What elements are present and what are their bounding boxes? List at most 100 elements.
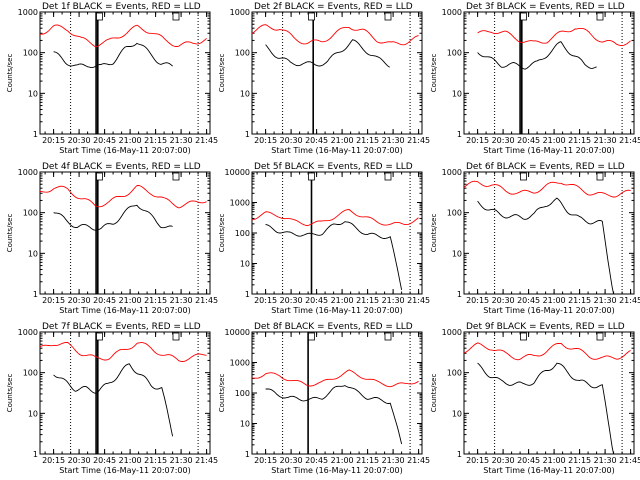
panel-5: Det 5f BLACK = Events, RED = LLD Counts/s… xyxy=(218,162,430,315)
plot-frame xyxy=(463,331,635,455)
y-tick-label: 10 xyxy=(240,420,250,429)
lld-series-line xyxy=(251,24,419,46)
y-tick-label: 1000 xyxy=(230,8,250,17)
y-axis-label: Counts/sec xyxy=(218,54,226,93)
y-tick-label: 1 xyxy=(33,290,38,299)
x-tick-label: 20:30 xyxy=(68,136,91,145)
y-tick-label: 1 xyxy=(457,290,462,299)
top-marker xyxy=(596,172,604,181)
y-axis-label: Counts/sec xyxy=(218,374,226,413)
x-tick-label: 20:45 xyxy=(305,136,328,145)
y-tick-label: 10000 xyxy=(225,328,250,337)
top-marker xyxy=(96,172,103,181)
y-tick-label: 1000 xyxy=(230,359,250,368)
plot-title: Det 7f BLACK = Events, RED = LLD xyxy=(42,322,201,332)
plot-frame xyxy=(39,171,211,295)
lld-series-line xyxy=(251,369,419,388)
panel-4: Det 4f BLACK = Events, RED = LLD Counts/s… xyxy=(6,162,218,315)
y-tick-label: 100 xyxy=(447,209,462,218)
x-tick-label: 21:15 xyxy=(568,136,591,145)
y-tick-label: 100 xyxy=(23,209,38,218)
x-tick-label: 21:30 xyxy=(382,136,405,145)
x-tick-label: 20:30 xyxy=(280,296,303,305)
lld-series-line xyxy=(39,341,207,362)
x-tick-label: 20:45 xyxy=(305,456,328,465)
y-tick-label: 10 xyxy=(452,409,462,418)
y-tick-label: 1 xyxy=(457,450,462,459)
y-tick-label: 10000 xyxy=(225,168,250,177)
x-tick-label: 21:15 xyxy=(356,456,379,465)
x-axis-label: Start Time (16-May-11 20:07:00) xyxy=(483,466,614,475)
x-tick-label: 20:15 xyxy=(466,136,489,145)
x-tick-label: 21:00 xyxy=(331,296,354,305)
y-tick-label: 1 xyxy=(245,290,250,299)
y-tick-label: 1 xyxy=(245,450,250,459)
top-marker xyxy=(596,332,604,341)
events-series-line xyxy=(265,221,403,290)
x-tick-label: 20:15 xyxy=(466,296,489,305)
y-tick-label: 1000 xyxy=(18,8,38,17)
top-marker xyxy=(172,172,180,181)
y-tick-label: 1000 xyxy=(442,8,462,17)
plot-frame xyxy=(251,11,423,135)
y-tick-label: 10 xyxy=(28,409,38,418)
panel-2: Det 2f BLACK = Events, RED = LLD Counts/s… xyxy=(218,2,430,155)
x-tick-label: 20:30 xyxy=(68,456,91,465)
top-marker xyxy=(384,172,392,181)
x-tick-label: 20:45 xyxy=(517,456,540,465)
lld-series-line xyxy=(463,342,631,361)
events-series-line xyxy=(53,363,174,437)
top-marker xyxy=(96,332,103,341)
panel-3: Det 3f BLACK = Events, RED = LLD Counts/s… xyxy=(430,2,640,155)
x-axis-label: Start Time (16-May-11 20:07:00) xyxy=(59,466,190,475)
x-tick-label: 21:45 xyxy=(195,136,218,145)
y-axis-label: Counts/sec xyxy=(6,374,14,413)
x-tick-label: 20:45 xyxy=(517,136,540,145)
y-tick-label: 100 xyxy=(235,389,250,398)
y-tick-label: 1 xyxy=(33,130,38,139)
plot-frame xyxy=(251,331,423,455)
y-tick-label: 10 xyxy=(240,89,250,98)
x-tick-label: 21:45 xyxy=(619,296,640,305)
x-axis-label: Start Time (16-May-11 20:07:00) xyxy=(271,466,402,475)
y-tick-label: 10 xyxy=(28,249,38,258)
top-marker xyxy=(384,12,392,21)
x-tick-label: 20:45 xyxy=(93,296,116,305)
x-tick-label: 21:30 xyxy=(594,136,617,145)
events-series-line xyxy=(477,362,615,455)
x-tick-label: 21:15 xyxy=(144,136,167,145)
x-tick-label: 21:30 xyxy=(170,296,193,305)
y-axis-label: Counts/sec xyxy=(6,214,14,253)
top-marker xyxy=(520,12,527,21)
x-tick-label: 21:30 xyxy=(170,136,193,145)
x-axis-label: Start Time (16-May-11 20:07:00) xyxy=(483,306,614,315)
y-tick-label: 10 xyxy=(28,89,38,98)
y-tick-label: 1000 xyxy=(442,328,462,337)
x-tick-label: 20:15 xyxy=(42,456,65,465)
x-axis-label: Start Time (16-May-11 20:07:00) xyxy=(271,306,402,315)
y-tick-label: 100 xyxy=(235,229,250,238)
top-marker xyxy=(520,172,527,181)
y-tick-label: 1 xyxy=(457,130,462,139)
x-tick-label: 20:30 xyxy=(280,136,303,145)
y-tick-label: 10 xyxy=(452,89,462,98)
events-series-line xyxy=(53,204,173,231)
x-tick-label: 21:15 xyxy=(144,296,167,305)
plot-title: Det 9f BLACK = Events, RED = LLD xyxy=(466,322,625,332)
x-tick-label: 21:45 xyxy=(407,296,430,305)
top-marker xyxy=(308,12,315,21)
plot-frame xyxy=(463,11,635,135)
events-series-line xyxy=(477,41,597,70)
y-tick-label: 1000 xyxy=(442,168,462,177)
panel-8: Det 8f BLACK = Events, RED = LLD Counts/s… xyxy=(218,322,430,475)
x-tick-label: 20:30 xyxy=(492,296,515,305)
plot-title: Det 2f BLACK = Events, RED = LLD xyxy=(254,2,413,12)
panel-6: Det 6f BLACK = Events, RED = LLD Counts/s… xyxy=(430,162,640,315)
y-tick-label: 100 xyxy=(23,369,38,378)
y-tick-label: 1 xyxy=(245,130,250,139)
top-marker xyxy=(172,12,180,21)
x-tick-label: 21:45 xyxy=(195,296,218,305)
x-tick-label: 21:00 xyxy=(543,296,566,305)
x-tick-label: 21:15 xyxy=(568,296,591,305)
